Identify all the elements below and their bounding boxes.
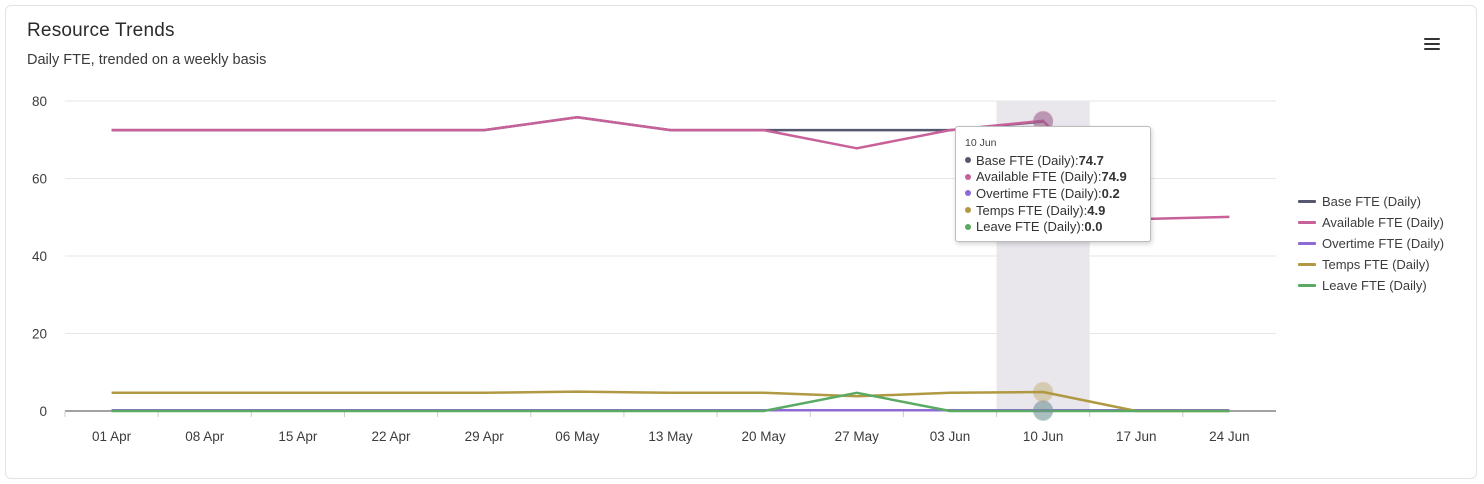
resource-trends-card xyxy=(5,5,1477,479)
legend-item-temps-fte[interactable]: Temps FTE (Daily) xyxy=(1298,254,1444,275)
series-line xyxy=(111,116,1044,132)
series-line xyxy=(111,390,1230,413)
y-tick-label: 0 xyxy=(39,404,47,419)
hover-marker xyxy=(1033,382,1054,403)
legend-item-leave-fte[interactable]: Leave FTE (Daily) xyxy=(1298,275,1444,296)
legend-label: Available FTE (Daily) xyxy=(1322,215,1444,230)
tooltip-dot xyxy=(965,190,971,197)
x-tick-label: 03 Jun xyxy=(930,429,971,444)
tooltip-row-overtime: Overtime FTE (Daily): 0.2 xyxy=(965,185,1141,202)
legend-swatch xyxy=(1298,242,1316,245)
y-tick-label: 80 xyxy=(32,94,47,109)
legend-item-overtime-fte[interactable]: Overtime FTE (Daily) xyxy=(1298,233,1444,254)
series-line xyxy=(111,391,1230,413)
legend-swatch xyxy=(1298,221,1316,224)
y-tick-label: 20 xyxy=(32,327,47,342)
legend-item-available-fte[interactable]: Available FTE (Daily) xyxy=(1298,212,1444,233)
x-tick-label: 27 May xyxy=(835,429,880,444)
tooltip-row-temps: Temps FTE (Daily): 4.9 xyxy=(965,202,1141,219)
hover-marker xyxy=(1033,110,1054,131)
y-tick-label: 40 xyxy=(32,249,47,264)
tooltip-row-leave: Leave FTE (Daily): 0.0 xyxy=(965,218,1141,235)
chart-legend: Base FTE (Daily) Available FTE (Daily) O… xyxy=(1298,191,1444,296)
x-tick-label: 24 Jun xyxy=(1209,429,1250,444)
series-line xyxy=(111,116,1230,221)
legend-label: Overtime FTE (Daily) xyxy=(1322,236,1445,251)
x-tick-label: 01 Apr xyxy=(92,429,132,444)
tooltip-label: Base FTE (Daily): xyxy=(976,152,1079,168)
y-tick-label: 60 xyxy=(32,172,47,187)
tooltip-dot xyxy=(965,223,971,230)
x-tick-label: 10 Jun xyxy=(1023,429,1064,444)
chart-title: Resource Trends xyxy=(27,20,175,41)
legend-label: Leave FTE (Daily) xyxy=(1322,278,1427,293)
tooltip-value: 74.9 xyxy=(1101,169,1127,185)
legend-label: Temps FTE (Daily) xyxy=(1322,257,1430,272)
x-tick-label: 13 May xyxy=(648,429,693,444)
tooltip-value: 0.2 xyxy=(1101,185,1120,201)
tooltip-value: 4.9 xyxy=(1087,202,1106,218)
hover-marker xyxy=(1033,401,1054,421)
tooltip-header: 10 Jun xyxy=(965,137,997,149)
chart-subtitle: Daily FTE, trended on a weekly basis xyxy=(27,52,267,68)
tooltip-dot xyxy=(965,173,971,180)
tooltip-row-base: Base FTE (Daily): 74.7 xyxy=(965,152,1141,169)
x-tick-label: 29 Apr xyxy=(465,429,505,444)
x-tick-label: 17 Jun xyxy=(1116,429,1157,444)
x-tick-label: 15 Apr xyxy=(278,429,318,444)
tooltip-row-available: Available FTE (Daily): 74.9 xyxy=(965,169,1141,186)
legend-item-base-fte[interactable]: Base FTE (Daily) xyxy=(1298,191,1444,212)
tooltip-label: Overtime FTE (Daily): xyxy=(976,185,1102,201)
legend-swatch xyxy=(1298,263,1316,266)
tooltip-dot xyxy=(965,207,971,214)
legend-swatch xyxy=(1298,200,1316,203)
x-tick-label: 22 Apr xyxy=(372,429,412,444)
tooltip-label: Temps FTE (Daily): xyxy=(976,202,1088,218)
hamburger-menu-icon[interactable] xyxy=(1422,36,1442,52)
x-tick-label: 08 Apr xyxy=(185,429,225,444)
tooltip-label: Available FTE (Daily): xyxy=(976,169,1102,185)
x-tick-label: 06 May xyxy=(555,429,600,444)
tooltip-dot xyxy=(965,157,971,164)
legend-swatch xyxy=(1298,284,1316,287)
tooltip-value: 0.0 xyxy=(1084,219,1103,235)
hover-marker xyxy=(1033,400,1054,421)
tooltip-label: Leave FTE (Daily): xyxy=(976,219,1085,235)
tooltip-value: 74.7 xyxy=(1078,152,1104,168)
x-tick-label: 20 May xyxy=(742,429,787,444)
chart-tooltip: 10 Jun Base FTE (Daily): 74.7 Available … xyxy=(955,126,1151,242)
legend-label: Base FTE (Daily) xyxy=(1322,194,1421,209)
